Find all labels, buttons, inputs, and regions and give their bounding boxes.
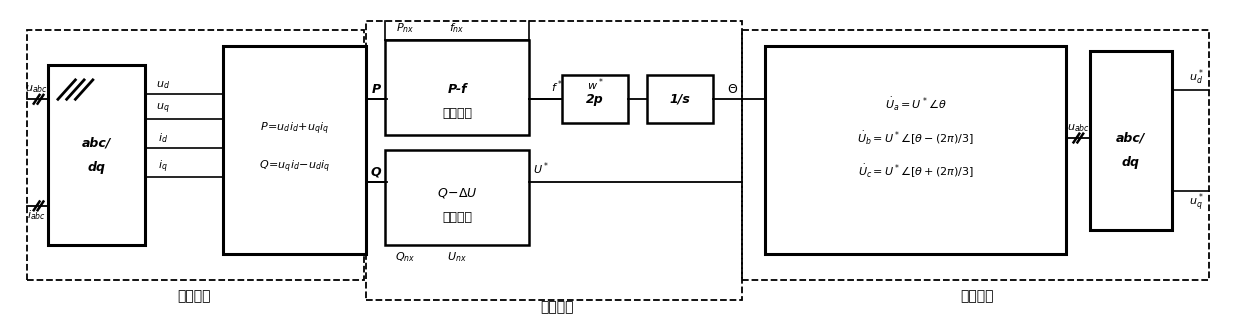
Text: $i_d$: $i_d$	[157, 131, 167, 145]
Text: $\Theta$: $\Theta$	[727, 83, 738, 96]
Text: $u_d^*$: $u_d^*$	[1189, 67, 1204, 87]
Bar	[48, 65, 145, 245]
Bar	[366, 21, 742, 300]
Bar	[562, 75, 627, 124]
Text: $Q\!-\!\Delta U$: $Q\!-\!\Delta U$	[436, 186, 477, 200]
Bar	[647, 75, 713, 124]
Text: dq: dq	[88, 161, 105, 173]
Text: $i_{abc}$: $i_{abc}$	[27, 209, 46, 222]
Text: $u_d$: $u_d$	[155, 79, 170, 91]
Text: P-f: P-f	[448, 83, 467, 96]
Bar	[765, 46, 1065, 254]
Text: 电压合成: 电压合成	[960, 289, 993, 303]
Text: 下垂控制: 下垂控制	[443, 211, 472, 224]
Text: $Q_{nx}$: $Q_{nx}$	[394, 250, 415, 264]
Text: $i_q$: $i_q$	[157, 159, 167, 175]
Bar	[1090, 51, 1172, 230]
Text: $f^*$: $f^*$	[551, 78, 563, 95]
Text: abc/: abc/	[1116, 131, 1146, 144]
Text: $P\!=\!u_d i_d\!+\!u_q i_q$: $P\!=\!u_d i_d\!+\!u_q i_q$	[259, 120, 329, 137]
Text: $u_{abc}$: $u_{abc}$	[1066, 122, 1090, 134]
Bar	[742, 30, 1209, 281]
Text: $\dot{U}_c = U^*\angle[\theta+(2\pi)/3]$: $\dot{U}_c = U^*\angle[\theta+(2\pi)/3]$	[858, 163, 973, 180]
Text: 1/s: 1/s	[670, 93, 691, 106]
Text: $u_q^*$: $u_q^*$	[1189, 192, 1204, 214]
Bar	[386, 40, 529, 135]
Text: $w^*$: $w^*$	[588, 76, 604, 93]
Bar	[386, 150, 529, 245]
Text: 下垂控制: 下垂控制	[443, 107, 472, 120]
Text: 2p: 2p	[587, 93, 604, 106]
Text: abc/: abc/	[82, 137, 112, 149]
Text: $P_{nx}$: $P_{nx}$	[396, 21, 414, 35]
Text: P: P	[371, 83, 381, 96]
Text: $\dot{U}_b = U^*\angle[\theta-(2\pi)/3]$: $\dot{U}_b = U^*\angle[\theta-(2\pi)/3]$	[857, 130, 973, 147]
Text: 功率计算: 功率计算	[177, 289, 211, 303]
Text: $Q\!=\!u_q i_d\!-\!u_d i_q$: $Q\!=\!u_q i_d\!-\!u_d i_q$	[259, 159, 330, 175]
Text: dq: dq	[1122, 156, 1140, 169]
Text: $U^*$: $U^*$	[532, 161, 548, 177]
Text: 下垂调节: 下垂调节	[541, 301, 574, 315]
Text: Q: Q	[371, 166, 381, 179]
Bar	[27, 30, 365, 281]
Text: $U_{nx}$: $U_{nx}$	[448, 250, 467, 264]
Text: $u_{abc}$: $u_{abc}$	[25, 84, 48, 95]
Bar	[223, 46, 366, 254]
Text: $u_q$: $u_q$	[156, 102, 170, 116]
Text: $\dot{U}_a = U^*\angle\theta$: $\dot{U}_a = U^*\angle\theta$	[884, 95, 946, 113]
Text: $f_{nx}$: $f_{nx}$	[449, 21, 465, 35]
